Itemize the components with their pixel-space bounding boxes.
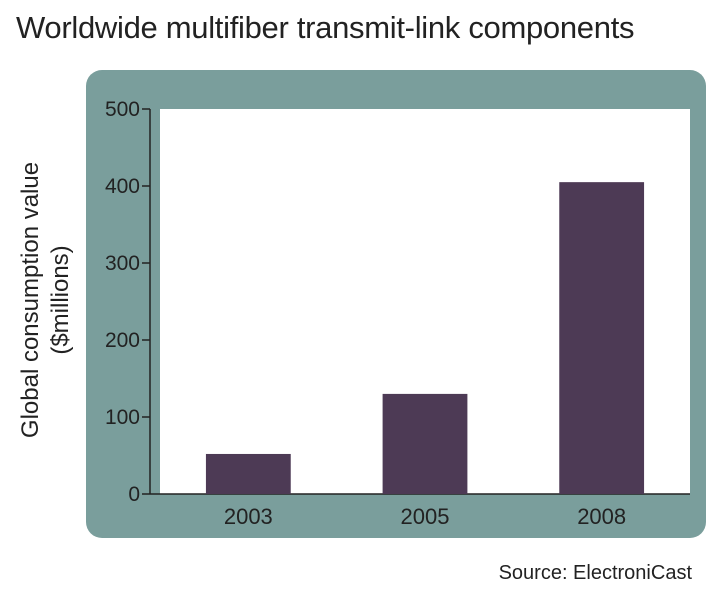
bar-2005 xyxy=(382,393,468,494)
y-tick-label: 500 xyxy=(105,98,140,121)
x-tick-label: 2003 xyxy=(224,504,273,529)
y-axis-label-line-1: Global consumption value xyxy=(17,162,44,438)
y-axis-ticks: 0 100 200 300 400 500 xyxy=(105,98,150,506)
y-tick-label: 0 xyxy=(128,483,140,506)
chart-title: Worldwide multifiber transmit-link compo… xyxy=(16,10,635,45)
source-note: Source: ElectroniCast xyxy=(498,562,692,584)
bar-2008 xyxy=(559,182,645,494)
y-axis-label: Global consumption value ($millions) xyxy=(17,162,74,438)
y-tick-label: 300 xyxy=(105,252,140,275)
x-axis-tick-labels: 2003 2005 2008 xyxy=(224,504,626,529)
x-tick-label: 2008 xyxy=(577,504,626,529)
y-tick-label: 400 xyxy=(105,175,140,198)
y-tick-label: 200 xyxy=(105,329,140,352)
x-tick-label: 2005 xyxy=(401,504,450,529)
bars xyxy=(205,182,645,494)
bar-2003 xyxy=(205,453,291,494)
y-tick-label: 100 xyxy=(105,406,140,429)
y-axis-label-line-2: ($millions) xyxy=(47,245,74,354)
